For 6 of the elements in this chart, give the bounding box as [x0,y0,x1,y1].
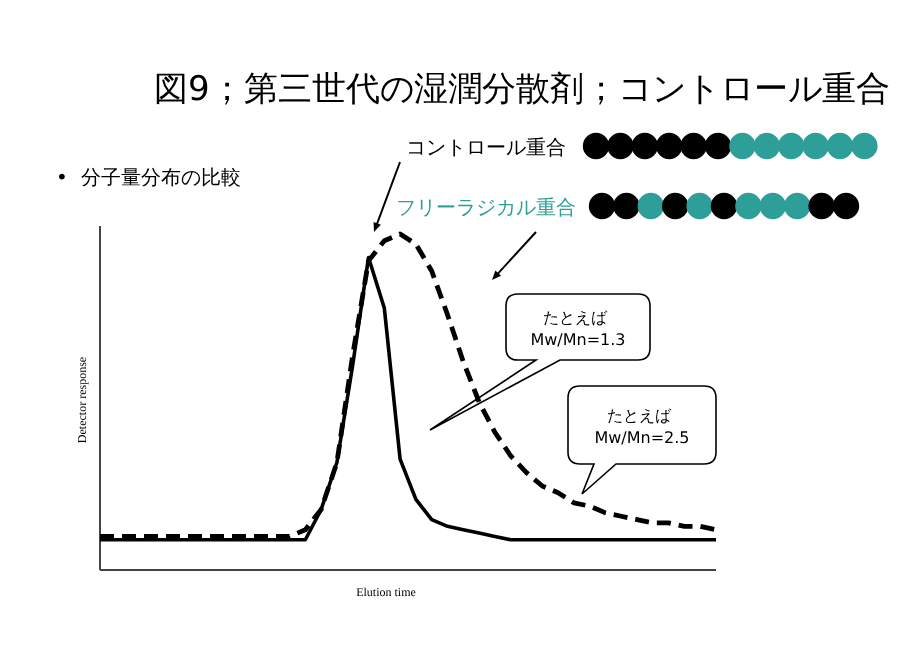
chart-subtitle: • 分子量分布の比較 [56,166,241,190]
chart-title: 図9；第三世代の湿潤分散剤；コントロール重合 [154,70,890,110]
annotation: たとえば Mw/Mn=2.5 [594,407,690,447]
legend-label: コントロール重合 [406,136,566,160]
legend-label: フリーラジカル重合 [396,196,576,220]
annotation: たとえば Mw/Mn=1.3 [530,309,626,349]
